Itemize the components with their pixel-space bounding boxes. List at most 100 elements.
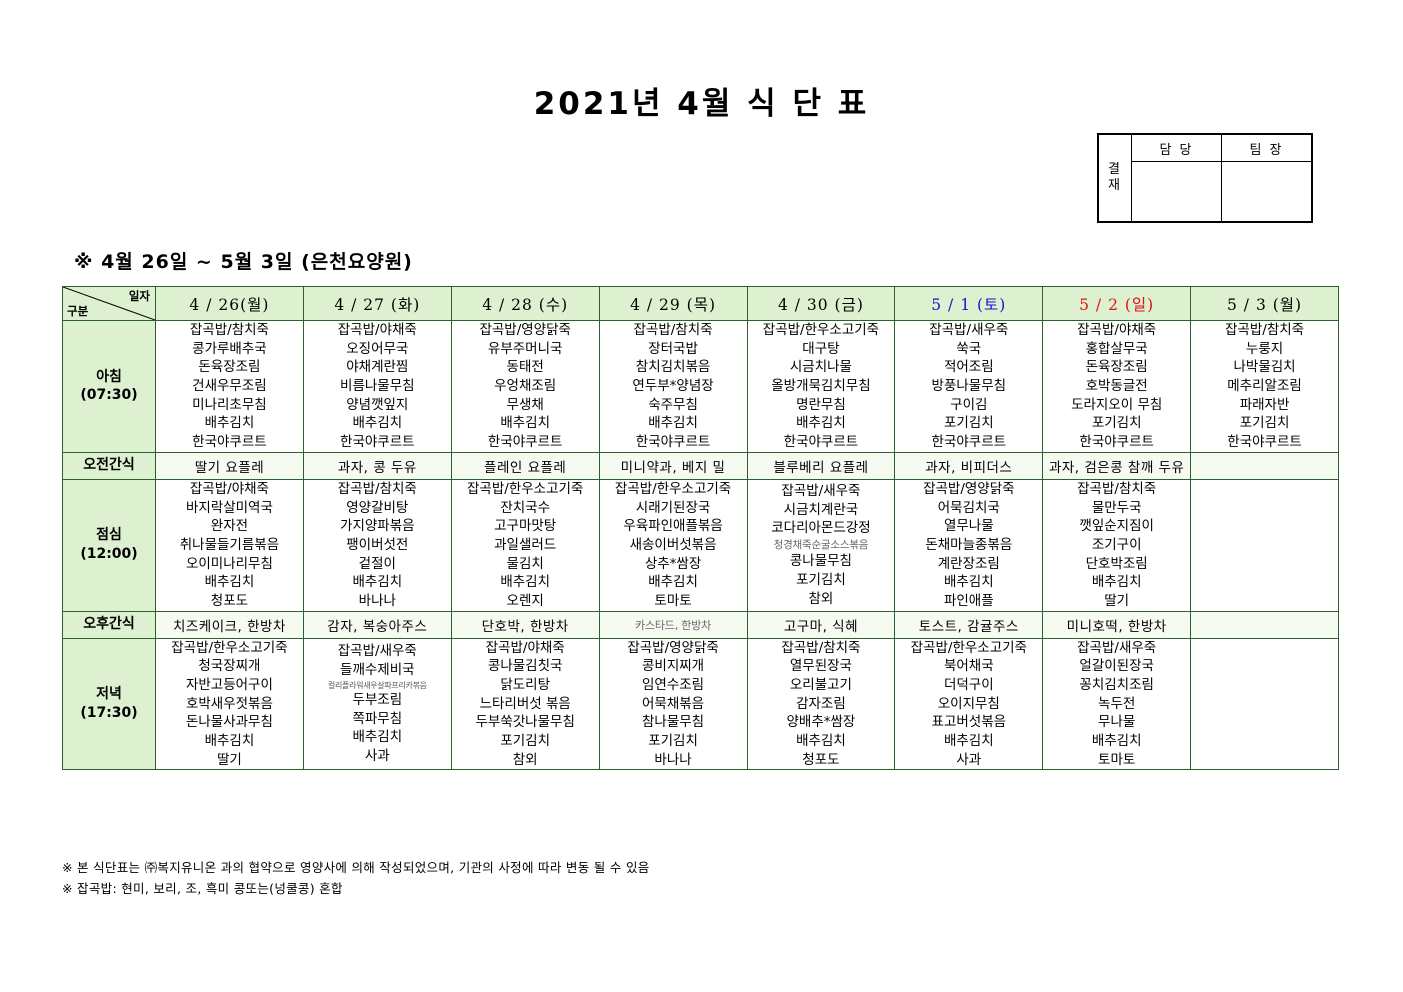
- menu-cell-r5-c8: [1190, 637, 1339, 771]
- menu-item: 방풍나물무침: [931, 378, 1007, 395]
- menu-row-1: 아침 (07:30) 잡곡밥/참치죽 콩가루배추국 돈육장조림 건새우무조림 미나리초무침 배…: [62, 320, 1339, 453]
- menu-item: 잔치국수: [500, 499, 551, 516]
- approval-signature-teamleader[interactable]: [1221, 161, 1312, 222]
- menu-item: 배추김치: [352, 574, 403, 591]
- menu-item: 치즈케이크, 한방차: [172, 618, 286, 635]
- menu-item: 팽이버섯전: [346, 536, 409, 553]
- menu-item: 녹두전: [1098, 695, 1136, 712]
- menu-item: 호박동글전: [1085, 378, 1148, 395]
- menu-item: 잡곡밥/참치죽: [1077, 480, 1157, 497]
- menu-item: 숙주무침: [648, 396, 698, 413]
- menu-item: 한국야쿠르트: [931, 434, 1007, 451]
- menu-item: 카스타드, 한방차: [635, 618, 712, 632]
- menu-cell-r5-c1: 잡곡밥/한우소고기죽 청국장찌개 자반고등어구이 호박새우젓볶음 돈나물사과무침 배추김치…: [155, 637, 304, 771]
- menu-item: 북어채국: [943, 658, 994, 675]
- menu-item: 비름나물무침: [340, 378, 415, 395]
- menu-item: 배추김치: [352, 729, 403, 746]
- menu-item: 한국야쿠르트: [1227, 434, 1302, 451]
- menu-item: 닭도리탕: [500, 677, 551, 693]
- menu-item: 완자전: [210, 518, 249, 535]
- menu-item: 잡곡밥/참치죽: [1225, 322, 1305, 338]
- menu-item: 바나나: [654, 751, 692, 768]
- menu-item: 잡곡밥/한우소고기죽: [614, 480, 732, 497]
- menu-table-header-row: 일자 구분 4 / 26(월) 4 / 27 (화) 4 / 28 (수) 4 / 2…: [62, 286, 1339, 321]
- corner-division-label: 구분: [67, 304, 89, 318]
- menu-item: 시금치나물: [789, 359, 852, 376]
- menu-cell-r2-c6: 과자, 비피더스: [894, 451, 1044, 480]
- menu-item: 배추김치: [204, 415, 255, 432]
- approval-column-staff: 담 당: [1131, 134, 1222, 162]
- menu-item: 열무된장국: [789, 658, 852, 675]
- menu-row-4: 오후간식 치즈케이크, 한방차 감자, 복숭아주스 단호박, 한방차 카스타드, 한방차…: [62, 610, 1339, 639]
- page-title: 2021년 4월 식 단 표: [533, 86, 870, 122]
- menu-item: 딸기 요플레: [194, 459, 265, 476]
- menu-item: 플레인 요플레: [484, 459, 567, 476]
- menu-item: 도라지오이 무침: [1071, 396, 1163, 413]
- menu-cell-r2-c1: 딸기 요플레: [155, 451, 304, 480]
- menu-item: 블루베리 요플레: [773, 459, 869, 476]
- menu-item: 쪽파무침: [352, 710, 403, 727]
- menu-item: 유부주머니국: [487, 340, 563, 357]
- menu-item: 오징어무국: [346, 340, 409, 357]
- footnote-line-1: ※ 본 식단표는 ㈜복지유니온 과의 협약으로 영양사에 의해 작성되었으며, …: [62, 860, 650, 875]
- menu-item: 잡곡밥/야채죽: [189, 480, 269, 497]
- menu-item: 한국야쿠르트: [635, 434, 711, 451]
- menu-item: 계란장조림: [937, 555, 1000, 572]
- menu-item: 과자, 콩 두유: [337, 459, 417, 476]
- menu-item: 청포도: [802, 751, 840, 768]
- row-label-4: 오후간식: [62, 610, 156, 639]
- approval-column-teamleader: 팀 장: [1221, 134, 1312, 162]
- menu-item: 잡곡밥/새우죽: [337, 643, 417, 660]
- menu-cell-r1-c4: 잡곡밥/참치죽 장터국밥 참치김치볶음 연두부*양념장 숙주무침 배추김치 한국야쿠르트: [598, 320, 748, 453]
- menu-cell-r4-c3: 단호박, 한방차: [450, 610, 600, 639]
- day-header-4: 4 / 29 (목): [598, 286, 748, 321]
- menu-item: 오이지무침: [937, 695, 1000, 712]
- menu-item: 건새우무조림: [192, 378, 267, 395]
- approval-label: 결 재: [1098, 134, 1132, 222]
- menu-item: 조기구이: [1091, 536, 1142, 553]
- menu-item: 참외: [512, 751, 538, 768]
- menu-item: 배추김치: [943, 574, 994, 591]
- menu-item: 잡곡밥/한우소고기죽: [762, 322, 880, 338]
- menu-item: 포기김치: [648, 733, 698, 750]
- menu-cell-r2-c7: 과자, 검은콩 참깨 두유: [1042, 451, 1192, 480]
- menu-item: 배추김치: [1091, 733, 1142, 750]
- menu-item: 두부쑥갓나물무침: [475, 714, 575, 731]
- menu-item: 배추김치: [204, 574, 255, 591]
- menu-item: 누룽지: [1245, 340, 1284, 357]
- menu-item: 감자, 복숭아주스: [327, 618, 428, 635]
- menu-row-5: 저녁 (17:30) 잡곡밥/한우소고기죽 청국장찌개 자반고등어구이 호박새우젓볶음 돈나…: [62, 637, 1339, 771]
- menu-cell-r1-c3: 잡곡밥/영양닭죽 유부주머니국 동태전 우엉채조림 무생채 배추김치 한국야쿠르트: [450, 320, 600, 453]
- menu-item: 대구탕: [802, 340, 840, 357]
- menu-item: 시래기된장국: [635, 499, 711, 516]
- menu-item: 오리불고기: [789, 677, 852, 693]
- menu-item: 가지양파볶음: [340, 518, 415, 535]
- menu-item: 배추김치: [796, 415, 846, 432]
- menu-cell-r4-c1: 치즈케이크, 한방차: [155, 610, 304, 639]
- menu-item: 고구마, 식혜: [783, 618, 859, 635]
- day-header-7: 5 / 2 (일): [1042, 286, 1192, 321]
- menu-item: 한국야쿠르트: [192, 434, 267, 451]
- menu-item: 돈나물사과무침: [185, 714, 273, 731]
- menu-cell-r1-c2: 잡곡밥/야채죽 오징어무국 야채계란찜 비름나물무침 양념깻잎지 배추김치 한국야쿠르트: [302, 320, 452, 453]
- menu-item: 한국야쿠르트: [487, 434, 563, 451]
- menu-cell-r1-c1: 잡곡밥/참치죽 콩가루배추국 돈육장조림 건새우무조림 미나리초무침 배추김치 한국야쿠르트: [155, 320, 304, 453]
- menu-cell-r3-c8: [1190, 478, 1339, 612]
- menu-item: 얼갈이된장국: [1079, 658, 1154, 675]
- menu-cell-r5-c6: 잡곡밥/한우소고기죽 북어채국 더덕구이 오이지무침 표고버섯볶음 배추김치 사과: [894, 637, 1044, 771]
- menu-item: 표고버섯볶음: [931, 714, 1007, 731]
- menu-item: 장터국밥: [648, 340, 698, 357]
- menu-item: 깻잎순지짐이: [1079, 518, 1154, 535]
- menu-item: 코다리아몬드강정: [771, 520, 871, 537]
- day-header-1: 4 / 26(월): [155, 286, 304, 321]
- menu-item: 딸기: [217, 751, 242, 768]
- menu-item: 컬리플라워새우살파프리카볶음: [327, 680, 427, 690]
- menu-cell-r2-c4: 미니약과, 베지 밀: [598, 451, 748, 480]
- approval-signature-staff[interactable]: [1131, 161, 1222, 222]
- menu-item: 배추김치: [500, 415, 551, 432]
- menu-cell-r3-c2: 잡곡밥/참치죽 영양갈비탕 가지양파볶음 팽이버섯전 겉절이 배추김치 바나나: [302, 478, 452, 612]
- menu-item: 한국야쿠르트: [1079, 434, 1154, 451]
- menu-item: 배추김치: [648, 415, 698, 432]
- day-header-6: 5 / 1 (토): [894, 286, 1044, 321]
- menu-item: 과자, 검은콩 참깨 두유: [1048, 459, 1185, 476]
